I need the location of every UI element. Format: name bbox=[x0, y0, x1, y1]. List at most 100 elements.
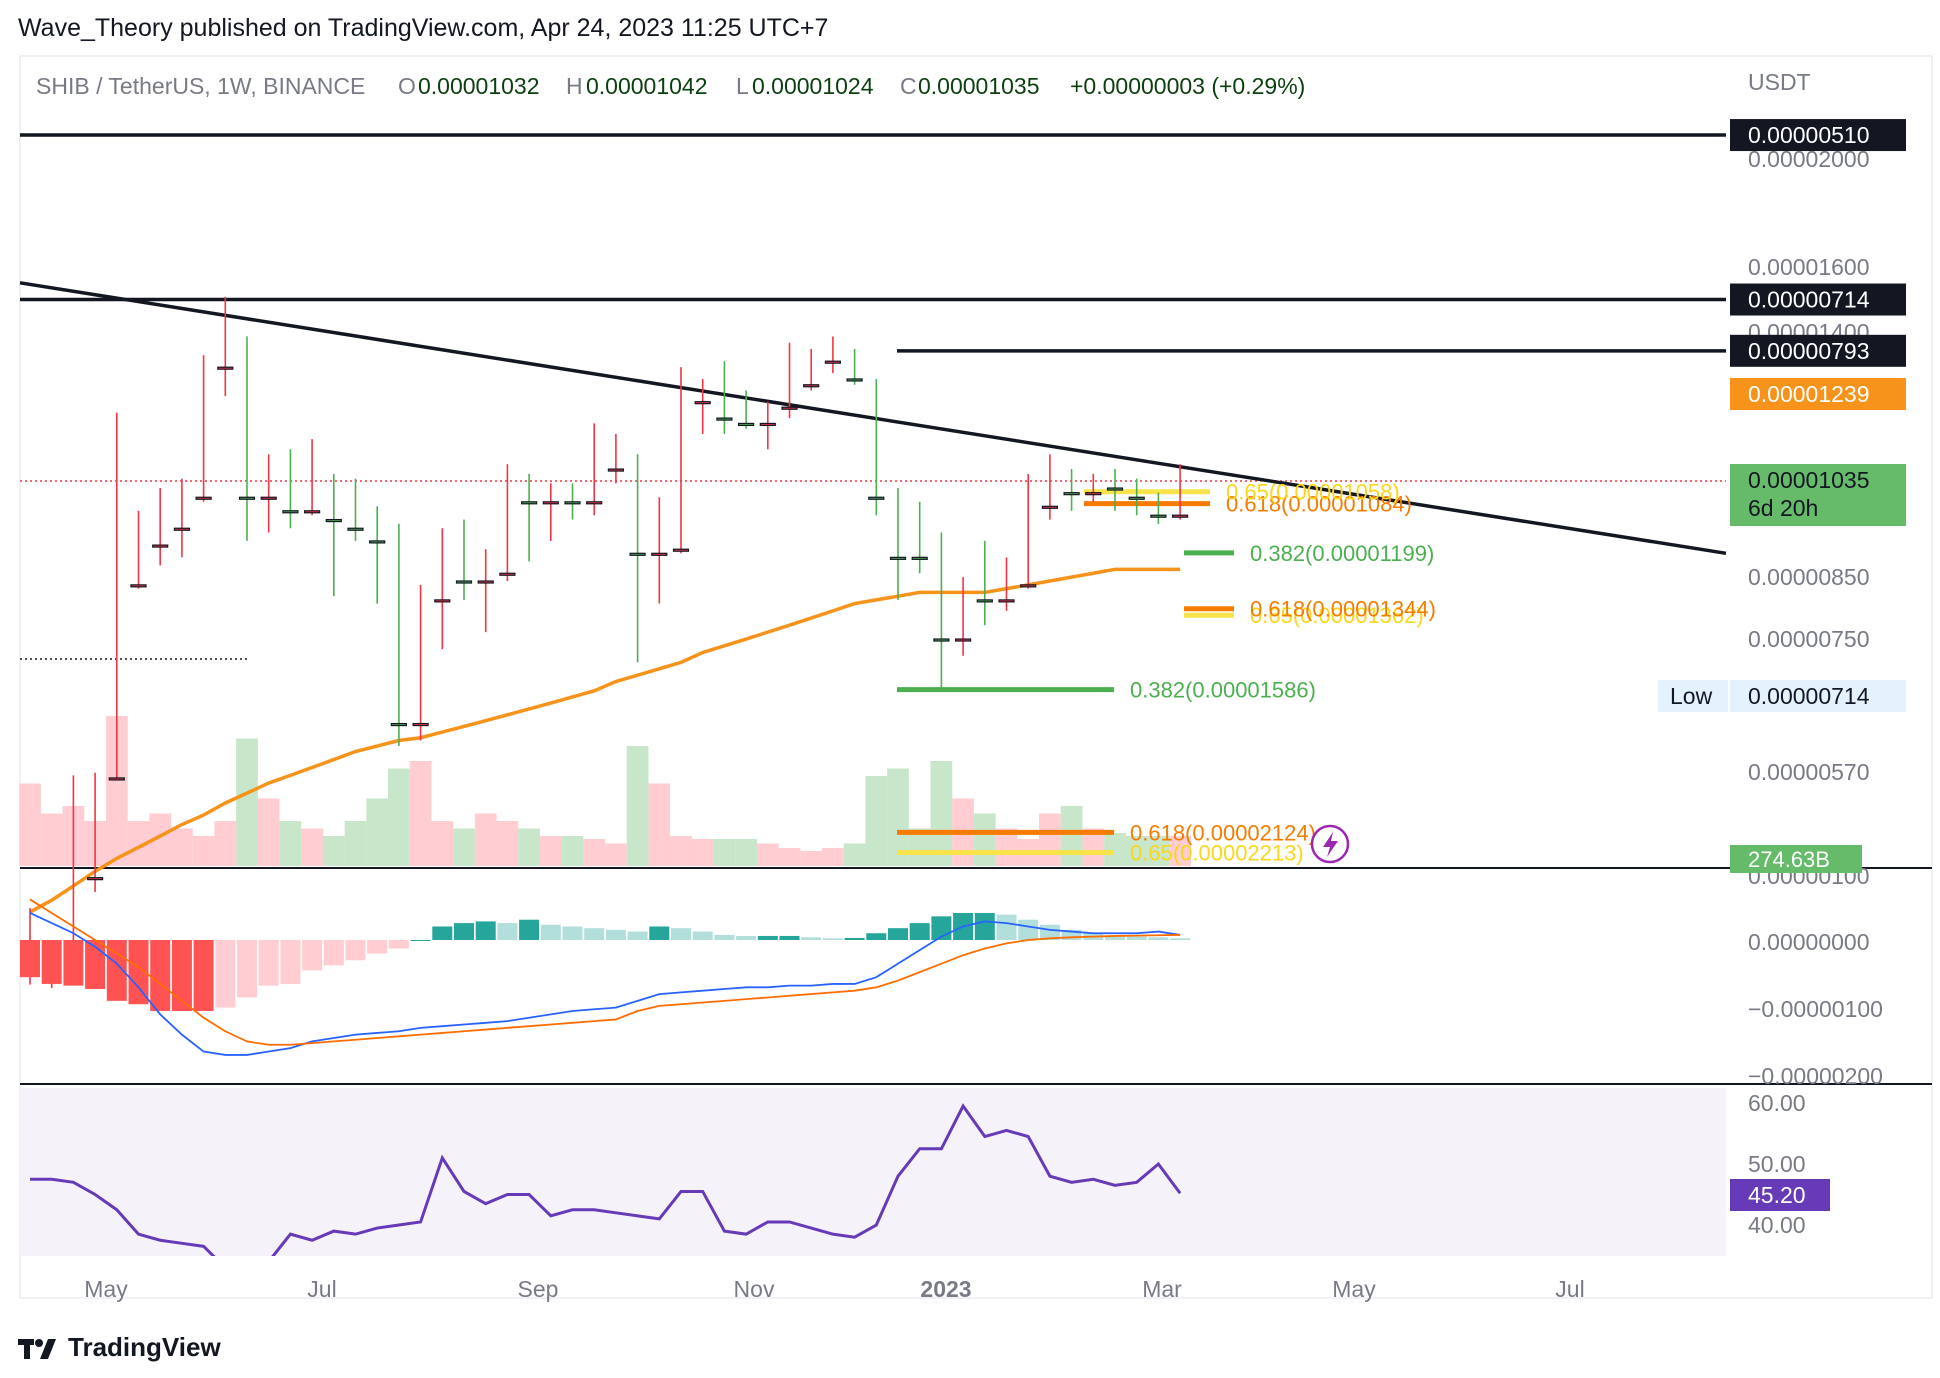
rsi-line bbox=[30, 1103, 1182, 1256]
macd-histogram-bar bbox=[649, 926, 670, 940]
volume-bar bbox=[865, 776, 888, 866]
volume-bar bbox=[127, 821, 150, 866]
volume-bar bbox=[843, 843, 866, 866]
macd-histogram-bar bbox=[540, 924, 561, 940]
legend-close-label: C bbox=[900, 73, 917, 99]
candle-down bbox=[477, 580, 494, 584]
volume-bar bbox=[366, 798, 389, 866]
candle-down bbox=[1171, 514, 1189, 518]
publisher-header: Wave_Theory published on TradingView.com… bbox=[18, 14, 829, 42]
candle-down bbox=[824, 360, 842, 364]
candle-up bbox=[716, 417, 733, 421]
candle-down bbox=[434, 599, 451, 603]
macd-histogram-bar bbox=[605, 929, 626, 940]
volume-bar bbox=[1104, 833, 1126, 866]
candle-down bbox=[1020, 584, 1037, 588]
legend-low-value: 0.00001024 bbox=[752, 73, 874, 99]
candle-down bbox=[499, 572, 516, 576]
volume-bar bbox=[800, 851, 823, 866]
macd-histogram-bar bbox=[888, 928, 908, 940]
macd-histogram-bar bbox=[974, 912, 995, 940]
volume-bar bbox=[1147, 836, 1170, 866]
candle-down bbox=[542, 501, 559, 505]
level-price-tag bbox=[1730, 119, 1906, 152]
horizontal-levels bbox=[20, 133, 1726, 353]
candle-down bbox=[954, 638, 972, 642]
rsi-value-tag bbox=[1730, 1179, 1830, 1211]
macd-histogram-bar bbox=[193, 940, 214, 1011]
volume-bar bbox=[973, 813, 996, 866]
fib-level-label: 0.382(0.00001586) bbox=[1130, 678, 1316, 703]
legend-high-label: H bbox=[566, 73, 583, 99]
macd-histogram-bar bbox=[497, 923, 518, 940]
volume-bar bbox=[670, 836, 692, 866]
fib-level-label: 0.65(0.00002213) bbox=[1130, 840, 1304, 865]
macd-histogram-bar bbox=[432, 926, 453, 940]
macd-histogram-bar bbox=[996, 914, 1017, 940]
candle-up bbox=[737, 422, 755, 427]
macd-histogram-bar bbox=[822, 938, 843, 940]
fib-level-label: 0.382(0.00001199) bbox=[1250, 541, 1434, 566]
time-axis: May Jul Sep Nov 2023 Mar May Jul bbox=[84, 1276, 1584, 1302]
candle-down bbox=[607, 468, 625, 472]
candle-up bbox=[889, 556, 907, 560]
candle-down bbox=[130, 584, 147, 588]
volume-bar bbox=[822, 848, 844, 866]
volume-bar bbox=[474, 813, 497, 866]
low-label-tag bbox=[1658, 680, 1728, 712]
low-label-text: Low bbox=[1670, 683, 1713, 709]
legend-open-label: O bbox=[398, 73, 416, 99]
volume-bar bbox=[691, 839, 714, 866]
alert-icon[interactable] bbox=[1310, 824, 1350, 864]
candle-up bbox=[629, 552, 646, 556]
macd-histogram-bar bbox=[562, 926, 583, 940]
ema-price-tag bbox=[1730, 378, 1906, 410]
volume-bar bbox=[171, 828, 193, 866]
macd-histogram-bar bbox=[475, 921, 496, 940]
candle-down bbox=[260, 496, 277, 500]
level-price-tag bbox=[1730, 334, 1906, 367]
fib-levels: 0.618(0.00002124)0.65(0.00002213) 0.382(0… bbox=[897, 480, 1436, 865]
candle-up bbox=[564, 501, 581, 505]
macd-histogram-bar bbox=[41, 940, 62, 984]
volume-bar bbox=[322, 836, 345, 866]
level-price-tag-text: 0.00000714 bbox=[1748, 287, 1870, 313]
macd-histogram-bar bbox=[106, 940, 127, 1001]
level-price-tag-text: 0.00000510 bbox=[1748, 122, 1870, 148]
volume-bar bbox=[713, 839, 736, 866]
volume-bar bbox=[908, 828, 931, 866]
time-axis-label: May bbox=[1332, 1276, 1376, 1302]
volume-bar bbox=[431, 821, 454, 866]
ema-path bbox=[29, 567, 1181, 914]
volume-bar bbox=[453, 828, 475, 866]
candle-up bbox=[1106, 487, 1124, 491]
time-axis-label: Jul bbox=[307, 1276, 336, 1302]
candle-up bbox=[325, 518, 342, 523]
time-axis-label: Jul bbox=[1555, 1276, 1584, 1302]
candles bbox=[21, 296, 1189, 988]
price-axis-tick: 0.00000850 bbox=[1748, 564, 1870, 590]
candle-down bbox=[304, 510, 321, 514]
legend-open-value: 0.00001032 bbox=[418, 73, 540, 99]
rsi-axis-tick: 60.00 bbox=[1748, 1090, 1806, 1116]
legend-symbol: SHIB / TetherUS, 1W, BINANCE bbox=[36, 73, 365, 99]
macd-histogram-bar bbox=[345, 940, 366, 961]
volume-bar bbox=[1169, 836, 1191, 866]
volume-bar bbox=[409, 761, 432, 866]
macd-histogram-bar bbox=[410, 940, 431, 941]
chart[interactable]: 0.618(0.00002124)0.65(0.00002213) 0.382(0… bbox=[0, 0, 1940, 1310]
candle-down bbox=[586, 501, 603, 505]
macd-histogram-bar bbox=[584, 928, 605, 940]
macd-histogram-bar bbox=[519, 919, 540, 940]
macd-axis-tick: −0.00000200 bbox=[1748, 1063, 1883, 1089]
volume-bar bbox=[257, 798, 280, 866]
candle-down bbox=[781, 406, 798, 410]
volume-bar bbox=[496, 821, 519, 866]
macd-line bbox=[29, 912, 1181, 1056]
macd-histogram-bar bbox=[215, 940, 236, 1008]
candle-up bbox=[911, 556, 928, 560]
footer: TradingView bbox=[18, 1332, 221, 1363]
macd-histogram-bar bbox=[779, 935, 800, 940]
volume-bar bbox=[236, 738, 258, 866]
last-price-tag bbox=[1730, 464, 1906, 526]
